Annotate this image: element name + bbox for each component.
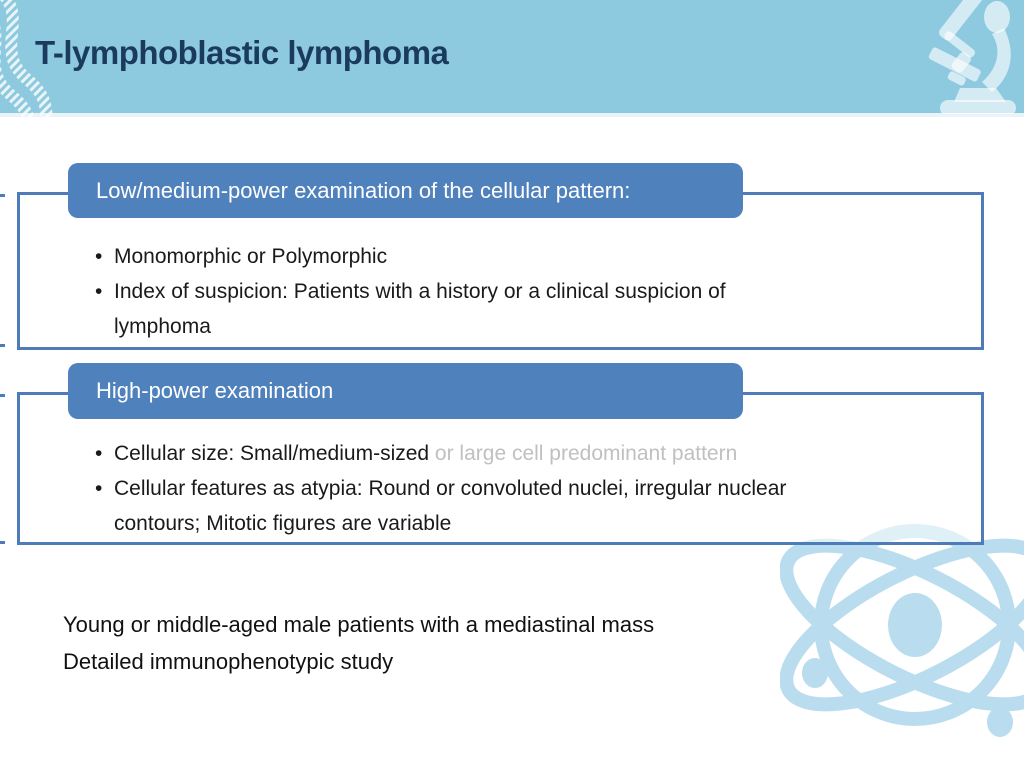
edge-tick xyxy=(0,541,5,544)
bullet-text: Cellular features as atypia: Round or co… xyxy=(114,477,787,535)
page-title: T-lymphoblastic lymphoma xyxy=(35,34,449,71)
list-item: • Index of suspicion: Patients with a hi… xyxy=(95,274,794,344)
note-line: Young or middle-aged male patients with … xyxy=(63,612,655,637)
bullet-icon: • xyxy=(95,442,103,465)
high-power-box-header-label: High-power examination xyxy=(96,378,334,403)
list-item: • Cellular features as atypia: Round or … xyxy=(95,471,794,541)
bullet-text-main: Cellular size: Small/medium-sized xyxy=(114,442,430,465)
note-line: Detailed immunophenotypic study xyxy=(63,649,394,674)
titlebar-edge xyxy=(0,113,1024,117)
high-power-bullet-list: • Cellular size: Small/medium-sized or l… xyxy=(95,436,794,541)
low-medium-power-bullet-list: • Monomorphic or Polymorphic • Index of … xyxy=(95,239,794,344)
bullet-icon: • xyxy=(95,280,103,303)
bottom-notes: Young or middle-aged male patients with … xyxy=(63,606,654,680)
bullet-text: Monomorphic or Polymorphic xyxy=(114,245,388,268)
high-power-box-header: High-power examination xyxy=(68,363,743,419)
edge-tick xyxy=(0,344,5,347)
atom-icon xyxy=(780,524,1024,737)
list-item: • Cellular size: Small/medium-sized or l… xyxy=(95,436,794,471)
dna-helix-icon xyxy=(0,0,65,140)
bullet-text: Index of suspicion: Patients with a hist… xyxy=(114,280,726,338)
microscope-icon xyxy=(928,0,1016,114)
edge-tick xyxy=(0,194,5,197)
low-medium-power-box-header-label: Low/medium-power examination of the cell… xyxy=(96,177,631,203)
bullet-icon: • xyxy=(95,477,103,500)
list-item: • Monomorphic or Polymorphic xyxy=(95,239,794,274)
bullet-text: Cellular size: Small/medium-sized or lar… xyxy=(114,436,737,471)
edge-tick xyxy=(0,394,5,397)
titlebar xyxy=(0,0,1024,113)
bullet-icon: • xyxy=(95,245,103,268)
low-medium-power-box-header: Low/medium-power examination of the cell… xyxy=(68,163,743,218)
bullet-text-muted: or large cell predominant pattern xyxy=(429,442,738,465)
